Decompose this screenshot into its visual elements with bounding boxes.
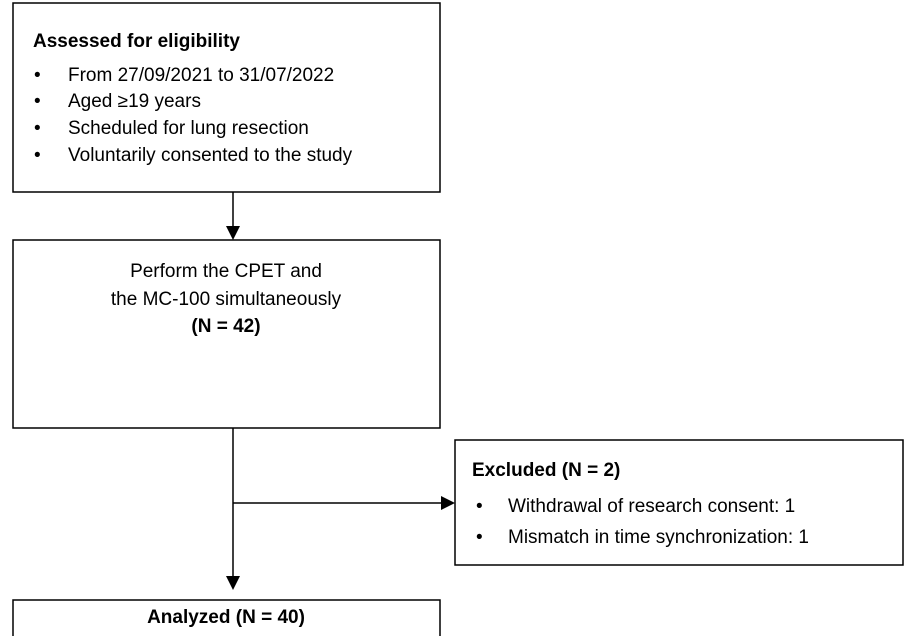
arrow-head [226, 226, 240, 240]
box-title: Assessed for eligibility [33, 31, 240, 52]
bullet: • [34, 145, 41, 166]
box-line: Perform the CPET and [130, 261, 322, 282]
item: Aged ≥19 years [68, 91, 201, 112]
item: Scheduled for lung resection [68, 118, 309, 139]
box-line: the MC-100 simultaneously [111, 289, 342, 310]
bullet: • [34, 65, 41, 86]
bullet: • [476, 527, 483, 548]
excluded-box [454, 439, 904, 566]
analyzed-box [12, 599, 441, 636]
box-title: Analyzed (N = 40) [147, 607, 305, 628]
eligibility-box [12, 2, 441, 193]
box-title: Excluded (N = 2) [472, 460, 620, 481]
box-count: (N = 42) [191, 316, 260, 337]
bullet: • [476, 496, 483, 517]
cpet-box [12, 239, 441, 429]
item: Mismatch in time synchronization: 1 [508, 527, 809, 548]
arrow-head [441, 496, 455, 510]
item: From 27/09/2021 to 31/07/2022 [68, 65, 334, 86]
item: Withdrawal of research consent: 1 [508, 496, 795, 517]
arrow-head [226, 576, 240, 590]
item: Voluntarily consented to the study [68, 145, 353, 166]
bullet: • [34, 118, 41, 139]
bullet: • [34, 91, 41, 112]
